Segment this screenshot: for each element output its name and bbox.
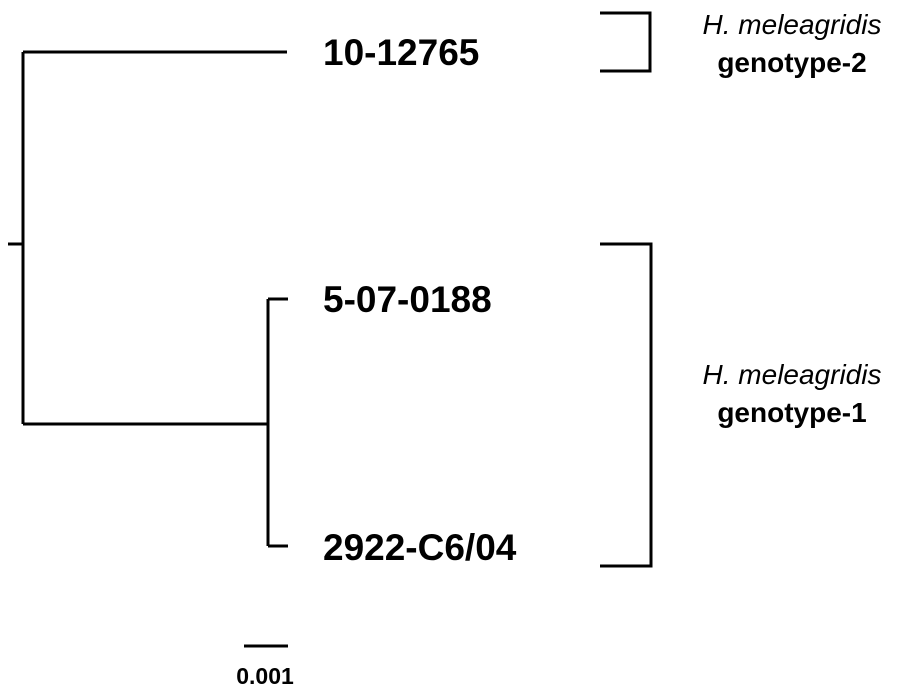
taxon-label-5-07-0188: 5-07-0188 <box>323 279 492 320</box>
group-genotype-label-1: genotype-1 <box>717 397 866 428</box>
scale-bar-label: 0.001 <box>236 663 294 689</box>
group-species-label-genotype-1: H. meleagridis <box>703 359 882 390</box>
genotype-2-bracket <box>600 11 652 73</box>
taxon-label-2922-C6-04: 2922-C6/04 <box>323 527 517 568</box>
genotype-1-bracket <box>600 242 653 568</box>
group-species-label-genotype-2: H. meleagridis <box>703 9 882 40</box>
group-genotype-label-2: genotype-2 <box>717 47 866 78</box>
taxon-label-10-12765: 10-12765 <box>323 32 479 73</box>
